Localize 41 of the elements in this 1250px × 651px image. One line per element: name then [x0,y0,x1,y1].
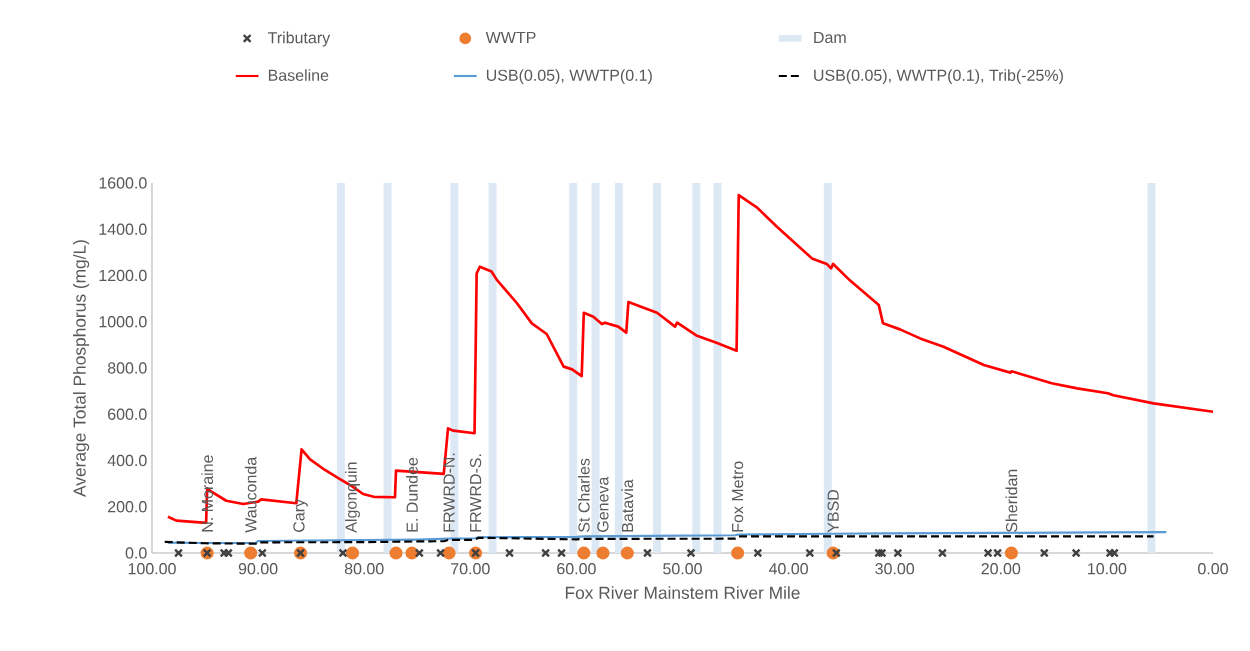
y-axis-title: Average Total Phosphorus (mg/L) [73,240,90,497]
legend-label: USB(0.05), WWTP(0.1) [486,69,652,85]
data-label: FRWRD-S. [469,454,482,532]
y-tick-label: 0.0 [125,547,147,559]
data-label: Sheridan [1005,469,1018,532]
x-tick-label: 80.00 [344,563,384,575]
legend-label: Tributary [267,31,331,47]
data-label: E. Dundee [406,457,418,532]
y-tick-label: 1000.0 [99,316,147,328]
y-tick-label: 600.0 [108,408,147,420]
legend-label: Baseline [268,69,329,81]
x-tick-label: 50.00 [663,563,702,575]
data-label: YBSD [827,489,839,533]
x-tick-label: 20.00 [981,563,1021,575]
data-label: Cary [293,498,308,532]
y-tick-label: 1400.0 [99,223,147,235]
data-label: St Charles [577,458,590,532]
data-label: Algonquin [345,462,360,533]
legend-label: WWTP [485,31,536,43]
x-tick-label: 90.00 [238,563,278,575]
y-tick-label: 1600.0 [99,177,147,189]
x-tick-label: 10.00 [1088,563,1127,575]
legend-label: USB(0.05), WWTP(0.1), Trib(-25%) [814,69,1063,85]
x-tick-label: 100.00 [128,563,176,575]
x-tick-label: 30.00 [875,563,915,575]
data-label: N. Moraine [201,455,214,532]
x-axis-title: Fox River Mainstem River Mile [565,586,800,599]
legend-label: Dam [814,31,846,44]
y-tick-label: 200.0 [108,501,147,513]
data-label: Batavia [621,479,634,532]
x-tick-label: 0.00 [1198,563,1228,575]
data-label: FRWRD-N. [443,453,455,532]
data-label: Fox Metro [732,461,744,532]
data-label: Geneva [597,476,609,532]
x-tick-label: 70.00 [451,563,490,575]
y-tick-label: 1200.0 [99,269,147,282]
x-tick-label: 60.00 [557,563,596,575]
data-label: Wauconda [244,456,257,533]
y-tick-label: 800.0 [107,362,147,374]
y-tick-label: 400.0 [107,454,147,467]
x-tick-label: 40.00 [768,563,808,575]
